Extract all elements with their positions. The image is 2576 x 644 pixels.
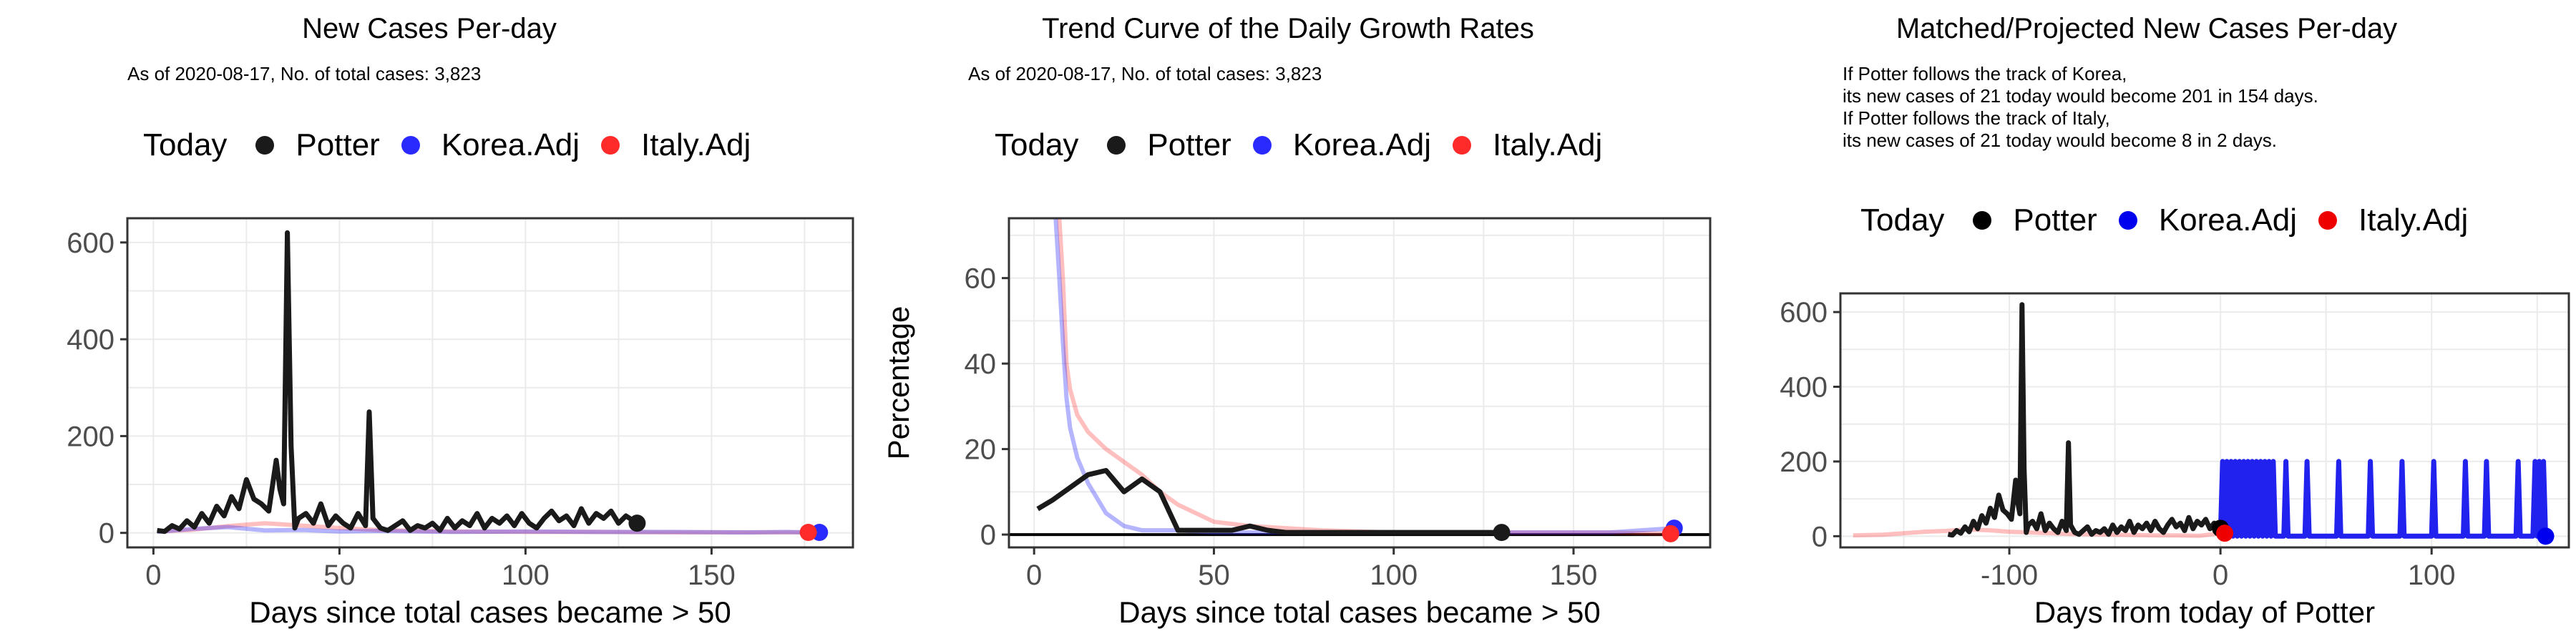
plot-border — [1839, 292, 2570, 549]
legend-dot — [2118, 211, 2137, 230]
x-tick-label: 150 — [1550, 560, 1598, 591]
today-point-korea-adj — [2537, 527, 2555, 545]
today-point-potter — [1493, 524, 1511, 542]
y-tick-label: 40 — [965, 348, 997, 380]
legend-dot — [2318, 211, 2338, 230]
plot-background — [1009, 218, 1710, 547]
chart-panel-growth-rates: Trend Curve of the Daily Growth Rates As… — [859, 0, 1717, 644]
chart-legend: Today Potter Korea.Adj Italy.Adj — [1860, 203, 2489, 238]
x-tick-label: 0 — [2212, 560, 2228, 591]
series-line-potter — [157, 230, 639, 535]
y-tick-label: 200 — [1780, 447, 1828, 478]
legend-item-korea: Korea.Adj — [401, 127, 580, 163]
chart-legend: Today Potter Korea.Adj Italy.Adj — [995, 127, 1624, 163]
chart-panel-new-cases: New Cases Per-day As of 2020-08-17, No. … — [0, 0, 859, 644]
series-line-italy-adj — [1853, 527, 2225, 538]
y-tick-label: 400 — [1780, 372, 1828, 404]
legend-label: Italy.Adj — [2358, 203, 2469, 238]
x-tick-label: 50 — [1198, 560, 1230, 591]
legend-title: Today — [995, 127, 1079, 162]
series-line-italy-adj — [157, 521, 820, 535]
chart-subtitle: As of 2020-08-17, No. of total cases: 3,… — [127, 63, 482, 84]
chart-plot-area: -100 0 100 0 200 400 600 Days from today of Pot… — [1780, 292, 2570, 629]
legend-label: Potter — [2013, 203, 2097, 238]
x-axis-title: Days from today of Potter — [2034, 595, 2375, 629]
plot-border — [1008, 217, 1712, 549]
legend-dot — [601, 136, 620, 155]
y-tick-label: 200 — [67, 421, 114, 452]
y-tick-label: 600 — [67, 228, 114, 259]
legend-dot — [1453, 136, 1472, 155]
chart-plot-area: 0 50 100 150 0 200 400 600 Days since total case… — [67, 217, 854, 629]
x-tick-label: 0 — [145, 560, 161, 591]
y-tick-label: 0 — [980, 519, 996, 551]
legend-item-korea: Korea.Adj — [1252, 127, 1432, 163]
series-line-potter — [1947, 302, 2223, 538]
x-tick-label: 150 — [688, 560, 736, 591]
y-tick-label: 20 — [965, 434, 997, 466]
legend-item-italy: Italy.Adj — [601, 127, 751, 163]
y-tick-label: 60 — [965, 263, 997, 295]
legend-label: Korea.Adj — [441, 127, 580, 162]
series-line-korea-adj — [157, 525, 820, 535]
plot-background — [1840, 293, 2569, 547]
x-tick-label: -100 — [1981, 560, 2038, 591]
y-axis-title: Percentage — [882, 306, 915, 460]
x-axis-title: Days since total cases became > 50 — [249, 595, 731, 629]
legend-label: Korea.Adj — [2158, 203, 2298, 238]
legend-dot — [1107, 136, 1126, 155]
legend-item-potter: Potter — [1973, 203, 2097, 238]
legend-label: Korea.Adj — [1292, 127, 1432, 162]
chart-subtitle: If Potter follows the track of Korea, it… — [1843, 63, 2318, 151]
y-tick-label: 600 — [1780, 297, 1828, 328]
legend-dot — [1252, 136, 1272, 155]
y-tick-label: 0 — [99, 518, 114, 550]
x-tick-label: 100 — [1370, 560, 1418, 591]
plot-border — [126, 217, 854, 549]
legend-label: Potter — [1147, 127, 1231, 162]
legend-label: Italy.Adj — [641, 127, 751, 162]
legend-dot — [255, 136, 275, 155]
legend-item-korea: Korea.Adj — [2118, 203, 2298, 238]
series-line-potter — [1036, 468, 1502, 535]
chart-title: Matched/Projected New Cases Per-day — [1896, 13, 2398, 44]
today-point-potter — [628, 514, 646, 532]
legend-item-potter: Potter — [1107, 127, 1231, 163]
x-tick-label: 100 — [2408, 560, 2456, 591]
x-tick-label: 50 — [323, 560, 356, 591]
today-point-italy-adj — [2216, 525, 2234, 542]
x-tick-label: 0 — [1026, 560, 1042, 591]
chart-plot-area: 0 50 100 150 0 20 40 60 Days since total cases b… — [882, 217, 1712, 629]
y-tick-label: 0 — [1812, 521, 1828, 552]
today-point-italy-adj — [1662, 525, 1679, 542]
legend-dot — [1973, 211, 1992, 230]
chart-title: Trend Curve of the Daily Growth Rates — [1042, 13, 1534, 44]
legend-title: Today — [1860, 203, 1945, 238]
today-point-italy-adj — [799, 524, 817, 542]
legend-item-potter: Potter — [255, 127, 380, 163]
legend-item-italy: Italy.Adj — [1453, 127, 1602, 163]
x-axis-title: Days since total cases became > 50 — [1118, 595, 1601, 629]
legend-item-italy: Italy.Adj — [2318, 203, 2468, 238]
series-line-korea-adj — [2218, 459, 2548, 539]
y-tick-label: 400 — [67, 324, 114, 356]
legend-label: Potter — [296, 127, 380, 162]
chart-subtitle: As of 2020-08-17, No. of total cases: 3,… — [968, 63, 1322, 84]
chart-title: New Cases Per-day — [302, 13, 557, 44]
legend-title: Today — [143, 127, 228, 162]
plot-background — [127, 218, 853, 547]
chart-panel-projected: Matched/Projected New Cases Per-day If P… — [1717, 0, 2576, 644]
chart-legend: Today Potter Korea.Adj Italy.Adj — [143, 127, 772, 163]
x-tick-label: 100 — [502, 560, 550, 591]
legend-label: Italy.Adj — [1493, 127, 1603, 162]
legend-dot — [401, 136, 420, 155]
